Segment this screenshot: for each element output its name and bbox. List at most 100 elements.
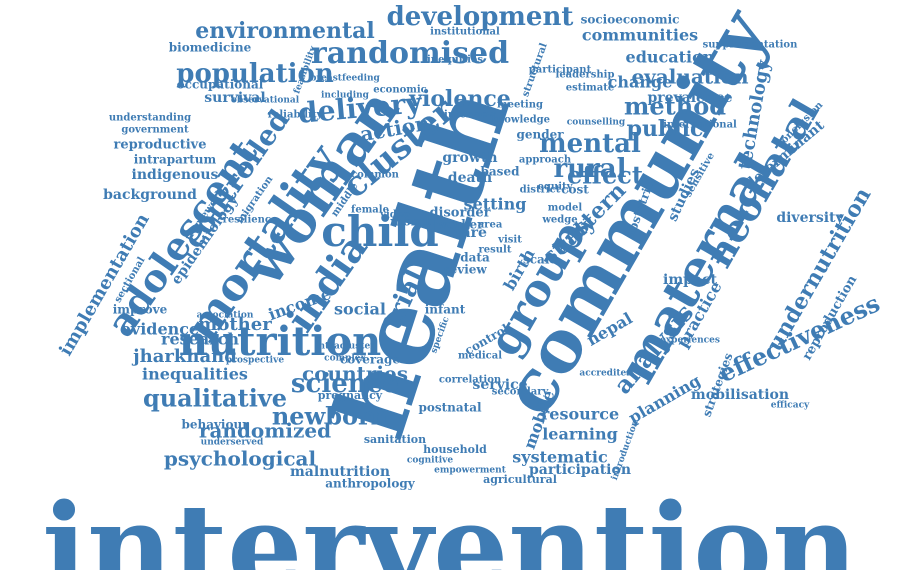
word-anthropology: anthropology: [325, 477, 415, 491]
word-background: background: [103, 187, 197, 203]
word-newborn: newborn: [272, 402, 388, 431]
word-complex: complex: [324, 354, 366, 364]
word-area: area: [478, 220, 503, 231]
word-sanitation: sanitation: [364, 433, 426, 446]
word-impact: impact: [663, 272, 718, 288]
word-government: government: [121, 125, 189, 136]
word-underserved: underserved: [201, 438, 264, 448]
word-leadership: leadership: [556, 70, 615, 81]
word-postnatal: postnatal: [418, 401, 482, 415]
word-disorder: disorder: [429, 206, 490, 221]
word-meeting: meeting: [497, 100, 543, 111]
word-medical: medical: [458, 351, 502, 362]
word-care: care: [453, 225, 487, 241]
word-change: change: [608, 73, 673, 92]
word-survival: survival: [204, 90, 265, 106]
word-interview: interview: [444, 110, 496, 121]
word-intervention: intervention: [42, 478, 858, 570]
word-psychological: psychological: [164, 447, 317, 471]
word-inequities: inequities: [427, 55, 483, 66]
word-systematic: systematic: [512, 448, 608, 467]
word-common: common: [351, 170, 400, 181]
word-cost: cost: [561, 183, 589, 197]
word-inequalities: inequalities: [142, 365, 248, 384]
word-international: international: [663, 120, 737, 131]
word-public: public: [627, 116, 704, 142]
word-pregnancy: pregnancy: [318, 389, 383, 402]
word-development: development: [387, 2, 574, 32]
word-empowerment: empowerment: [434, 466, 507, 476]
word-breastfeeding: breastfeeding: [310, 74, 380, 84]
word-knowledge: knowledge: [490, 115, 550, 126]
word-efficacy: efficacy: [771, 401, 810, 411]
word-randomized: randomized: [199, 419, 331, 443]
word-child: child: [321, 207, 438, 256]
word-prevalence: prevalence: [647, 90, 732, 106]
word-coverage: coverage: [340, 353, 400, 367]
word-correlation: correlation: [439, 375, 502, 386]
word-result: result: [479, 245, 512, 256]
word-wedge: wedge: [541, 215, 577, 226]
word-communities: communities: [582, 26, 698, 45]
word-gender: gender: [516, 128, 564, 142]
word-experiences: experiences: [660, 336, 720, 346]
word-district: district: [520, 185, 561, 196]
word-agricultural: agricultural: [483, 473, 557, 486]
word-death: death: [448, 170, 492, 186]
word-participation: participation: [529, 462, 631, 478]
word-reproductive: reproductive: [114, 138, 207, 153]
word-economic: economic: [373, 85, 427, 96]
word-environmental: environmental: [195, 18, 374, 44]
word-review: review: [443, 263, 487, 277]
word-evaluation: evaluation: [631, 65, 749, 89]
word-including: including: [321, 91, 370, 101]
word-violence: violence: [408, 86, 511, 112]
word-mobilisation: mobilisation: [691, 387, 789, 403]
word-countries: countries: [302, 362, 408, 386]
word-prospective: prospective: [226, 356, 284, 366]
word-mother: mother: [198, 314, 272, 335]
word-behaviour: behaviour: [181, 418, 249, 432]
word-cognitive: cognitive: [407, 456, 454, 466]
word-infant: infant: [425, 303, 466, 317]
word-setting: setting: [464, 195, 527, 214]
word-female: female: [351, 205, 389, 216]
word-accredited: accredited: [579, 369, 633, 379]
word-intrapartum: intrapartum: [134, 153, 217, 167]
word-diversity: diversity: [776, 210, 844, 226]
word-population: population: [176, 59, 334, 89]
word-worker: worker: [436, 218, 485, 232]
word-intracluster: intracluster: [315, 342, 375, 352]
word-malnutrition: malnutrition: [290, 464, 390, 480]
word-reliability: reliability: [268, 110, 324, 121]
word-understanding: understanding: [109, 113, 191, 124]
word-mental: mental: [539, 129, 641, 159]
word-household: household: [423, 443, 487, 456]
word-equity: equity: [538, 182, 574, 193]
word-science: science: [291, 369, 399, 399]
word-evidence: evidence: [121, 320, 199, 339]
word-visit: visit: [497, 235, 522, 246]
word-association: association: [197, 311, 254, 321]
word-biomedicine: biomedicine: [169, 41, 252, 55]
word-data: data: [460, 251, 490, 265]
word-video: video: [379, 210, 410, 221]
word-randomised: randomised: [311, 36, 509, 71]
word-method: method: [624, 92, 726, 121]
word-social: social: [334, 300, 386, 319]
word-jharkhand: jharkhand: [131, 346, 237, 367]
word-model: model: [548, 203, 583, 214]
word-based: based: [481, 165, 521, 179]
word-occupational: occupational: [177, 78, 264, 92]
word-nutrition: nutrition: [179, 318, 381, 365]
word-secondary: secondary: [492, 387, 550, 398]
word-scale: scale: [523, 253, 557, 267]
word-improve: improve: [113, 303, 168, 317]
word-institutional: institutional: [430, 27, 500, 38]
word-effect: effect: [567, 161, 643, 190]
word-observational: observational: [231, 96, 300, 106]
word-service: service: [472, 377, 527, 393]
word-growth: growth: [442, 150, 497, 166]
